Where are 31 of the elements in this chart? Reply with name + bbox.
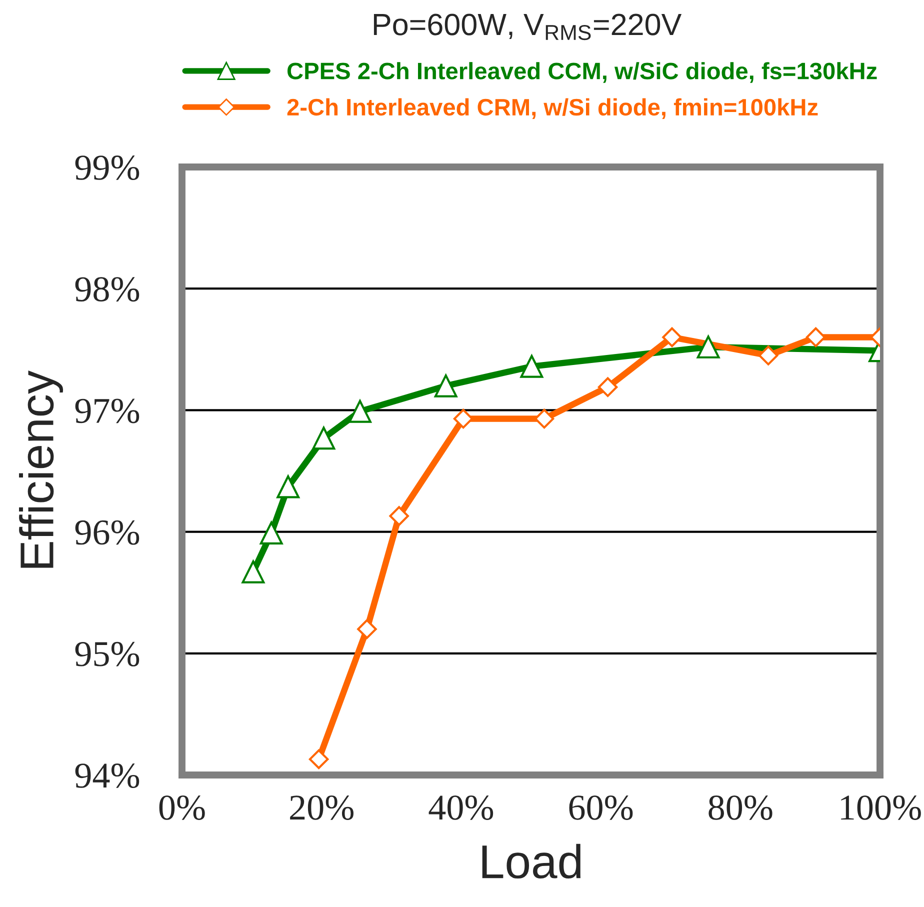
y-tick-label: 98% [75, 277, 140, 302]
point [598, 377, 618, 397]
legend-label: 2-Ch Interleaved CRM, w/Si diode, fmin=100kHz [287, 98, 818, 120]
point [520, 354, 544, 378]
point [276, 475, 300, 498]
y-tick-label: 94% [75, 764, 140, 788]
point [312, 426, 336, 450]
x-tick-label: 80% [708, 795, 772, 820]
x-tick-label: 100% [841, 795, 921, 820]
x-tick-label: 20% [290, 795, 354, 820]
point [260, 522, 283, 544]
point [758, 346, 778, 366]
point [348, 400, 372, 423]
y-tick-label: 96% [75, 520, 140, 545]
point [242, 560, 265, 584]
point [389, 506, 409, 526]
x-axis-title: Load [482, 844, 580, 879]
y-tick-label: 97% [75, 398, 140, 424]
y-tick-label: 95% [75, 642, 140, 666]
x-tick-label: 60% [569, 795, 633, 820]
point [357, 619, 377, 639]
chart-title: Po=600W, V$_{RMS}$=220V [374, 14, 682, 40]
x-tick-label: 0% [159, 795, 205, 820]
y-axis-title: Efficiency [19, 370, 64, 568]
point [696, 336, 720, 358]
x-tick-label: 40% [428, 795, 494, 820]
legend-label: CPES 2-Ch Interleaved CCM, w/SiC diode, fs=130kHz [288, 62, 877, 83]
y-tick-label: 99% [75, 156, 140, 180]
point [662, 327, 682, 348]
point [308, 749, 329, 770]
point [434, 374, 458, 398]
